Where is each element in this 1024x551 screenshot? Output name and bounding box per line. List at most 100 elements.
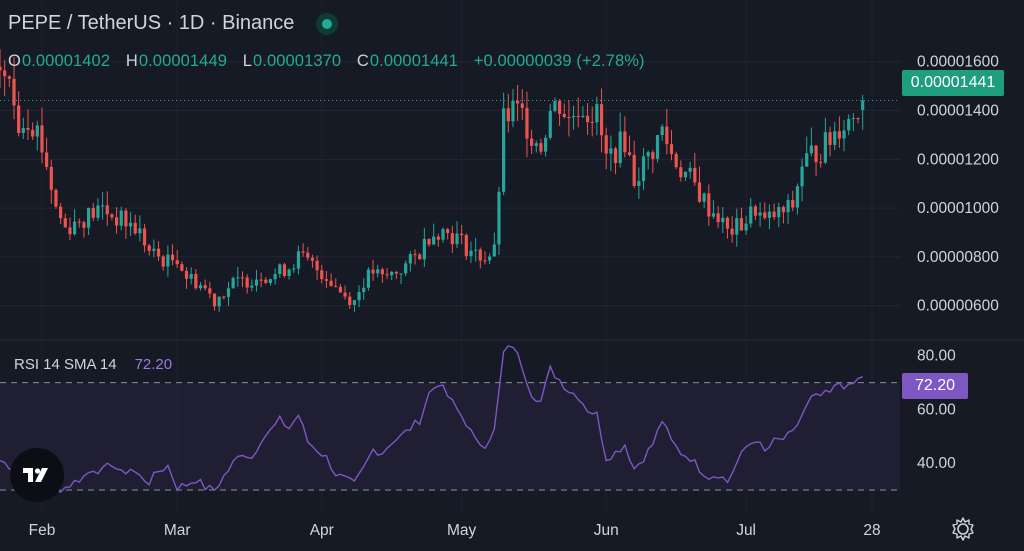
candle-body	[772, 211, 776, 218]
candle-body	[651, 152, 655, 159]
candle-body	[292, 268, 296, 270]
candle-body	[543, 137, 548, 152]
candle-body	[334, 285, 338, 287]
time-tick-label: Jul	[736, 522, 756, 539]
candle-body	[819, 162, 823, 164]
close-value: 0.00001441	[369, 52, 459, 70]
candle-body	[278, 264, 282, 275]
candle-body	[133, 222, 137, 234]
candle-body	[128, 222, 133, 227]
candle-body	[861, 100, 865, 111]
candle-body	[585, 115, 590, 123]
price-tick-label: 0.00001000	[917, 200, 999, 217]
candle-body	[45, 152, 49, 167]
close-key: C	[356, 52, 369, 70]
candle-body	[170, 254, 175, 261]
open-key: O	[8, 52, 21, 70]
time-axis[interactable]: Feb Mar Apr May Jun Jul 28	[29, 522, 881, 539]
candle-body	[254, 279, 259, 286]
candle-body	[54, 189, 58, 207]
candle-body	[777, 206, 781, 218]
candle-body	[142, 228, 147, 246]
candle-body	[385, 274, 389, 276]
candle-body	[82, 222, 86, 228]
candle-body	[306, 252, 310, 258]
candle-body	[595, 104, 599, 123]
candle-body	[390, 271, 394, 276]
candle-body	[175, 260, 179, 265]
candle-body	[35, 125, 39, 137]
last-price-badge: 0.00001441	[902, 70, 1004, 96]
candle-body	[320, 270, 324, 280]
candle-body	[301, 251, 305, 253]
time-tick-label: Feb	[29, 522, 56, 539]
candle-body	[268, 279, 273, 283]
candle-body	[245, 277, 249, 288]
candle-body	[21, 128, 25, 133]
candle-body	[744, 223, 748, 231]
candle-body	[749, 206, 753, 224]
tradingview-logo-icon[interactable]	[10, 448, 64, 502]
rsi-legend[interactable]: RSI 14 SMA 14 72.20	[14, 356, 172, 373]
rsi-band	[0, 382, 900, 490]
candle-body	[371, 269, 375, 274]
candle-body	[432, 236, 436, 245]
change-value: +0.00000039 (+2.78%)	[473, 52, 645, 70]
candle-body	[725, 217, 730, 229]
candle-body	[530, 138, 534, 146]
price-axis[interactable]: 0.00001600 0.00001400 0.00001200 0.00001000…	[917, 54, 999, 315]
candle-body	[847, 118, 851, 131]
candle-body	[7, 76, 11, 79]
candle-body	[679, 167, 683, 178]
candle-body	[637, 181, 641, 186]
candle-body	[697, 182, 702, 202]
candle-body	[851, 118, 855, 120]
rsi-axis[interactable]: 80.00 60.00 40.00	[917, 348, 956, 472]
candle-body	[488, 256, 492, 261]
candle-body	[91, 207, 95, 218]
candle-body	[366, 269, 370, 288]
candle-body	[492, 244, 496, 257]
candle-body	[399, 273, 403, 275]
candle-body	[567, 117, 571, 119]
candle-body	[786, 200, 790, 213]
candle-body	[464, 235, 468, 257]
candle-body	[753, 206, 758, 216]
candle-body	[212, 293, 217, 307]
candle-body	[833, 131, 837, 145]
candle-body	[604, 135, 608, 154]
candle-body	[646, 152, 650, 157]
low-value: 0.00001370	[253, 52, 342, 70]
candle-body	[208, 288, 212, 294]
candle-body	[837, 131, 841, 139]
settings-gear-icon[interactable]	[948, 514, 978, 544]
rsi-label: RSI 14 SMA 14	[14, 356, 117, 373]
candle-body	[609, 148, 613, 154]
candle-body	[394, 271, 398, 274]
open-value: 0.00001402	[21, 52, 111, 70]
candle-body	[599, 104, 604, 136]
chart-title-row[interactable]: PEPE / TetherUS · 1D · Binance	[8, 12, 339, 35]
candle-body	[422, 238, 426, 260]
candle-body	[427, 238, 431, 245]
rsi-value: 72.20	[134, 356, 173, 373]
candle-body	[12, 78, 16, 106]
candle-body	[105, 205, 109, 215]
candle-body	[3, 70, 7, 77]
candle-body	[362, 287, 366, 293]
candle-body	[660, 126, 664, 136]
candle-body	[553, 101, 557, 111]
candle-body	[688, 167, 692, 172]
time-tick-label: 28	[863, 522, 880, 539]
candle-body	[68, 227, 72, 235]
time-tick-label: Jun	[594, 522, 619, 539]
candle-body	[506, 108, 510, 122]
candle-body	[418, 254, 422, 260]
candle-body	[96, 205, 100, 218]
symbol-title[interactable]: PEPE / TetherUS · 1D · Binance	[8, 12, 295, 34]
candle-body	[203, 285, 207, 289]
candle-body	[842, 130, 846, 139]
candle-body	[282, 264, 287, 277]
candle-body	[59, 206, 63, 219]
